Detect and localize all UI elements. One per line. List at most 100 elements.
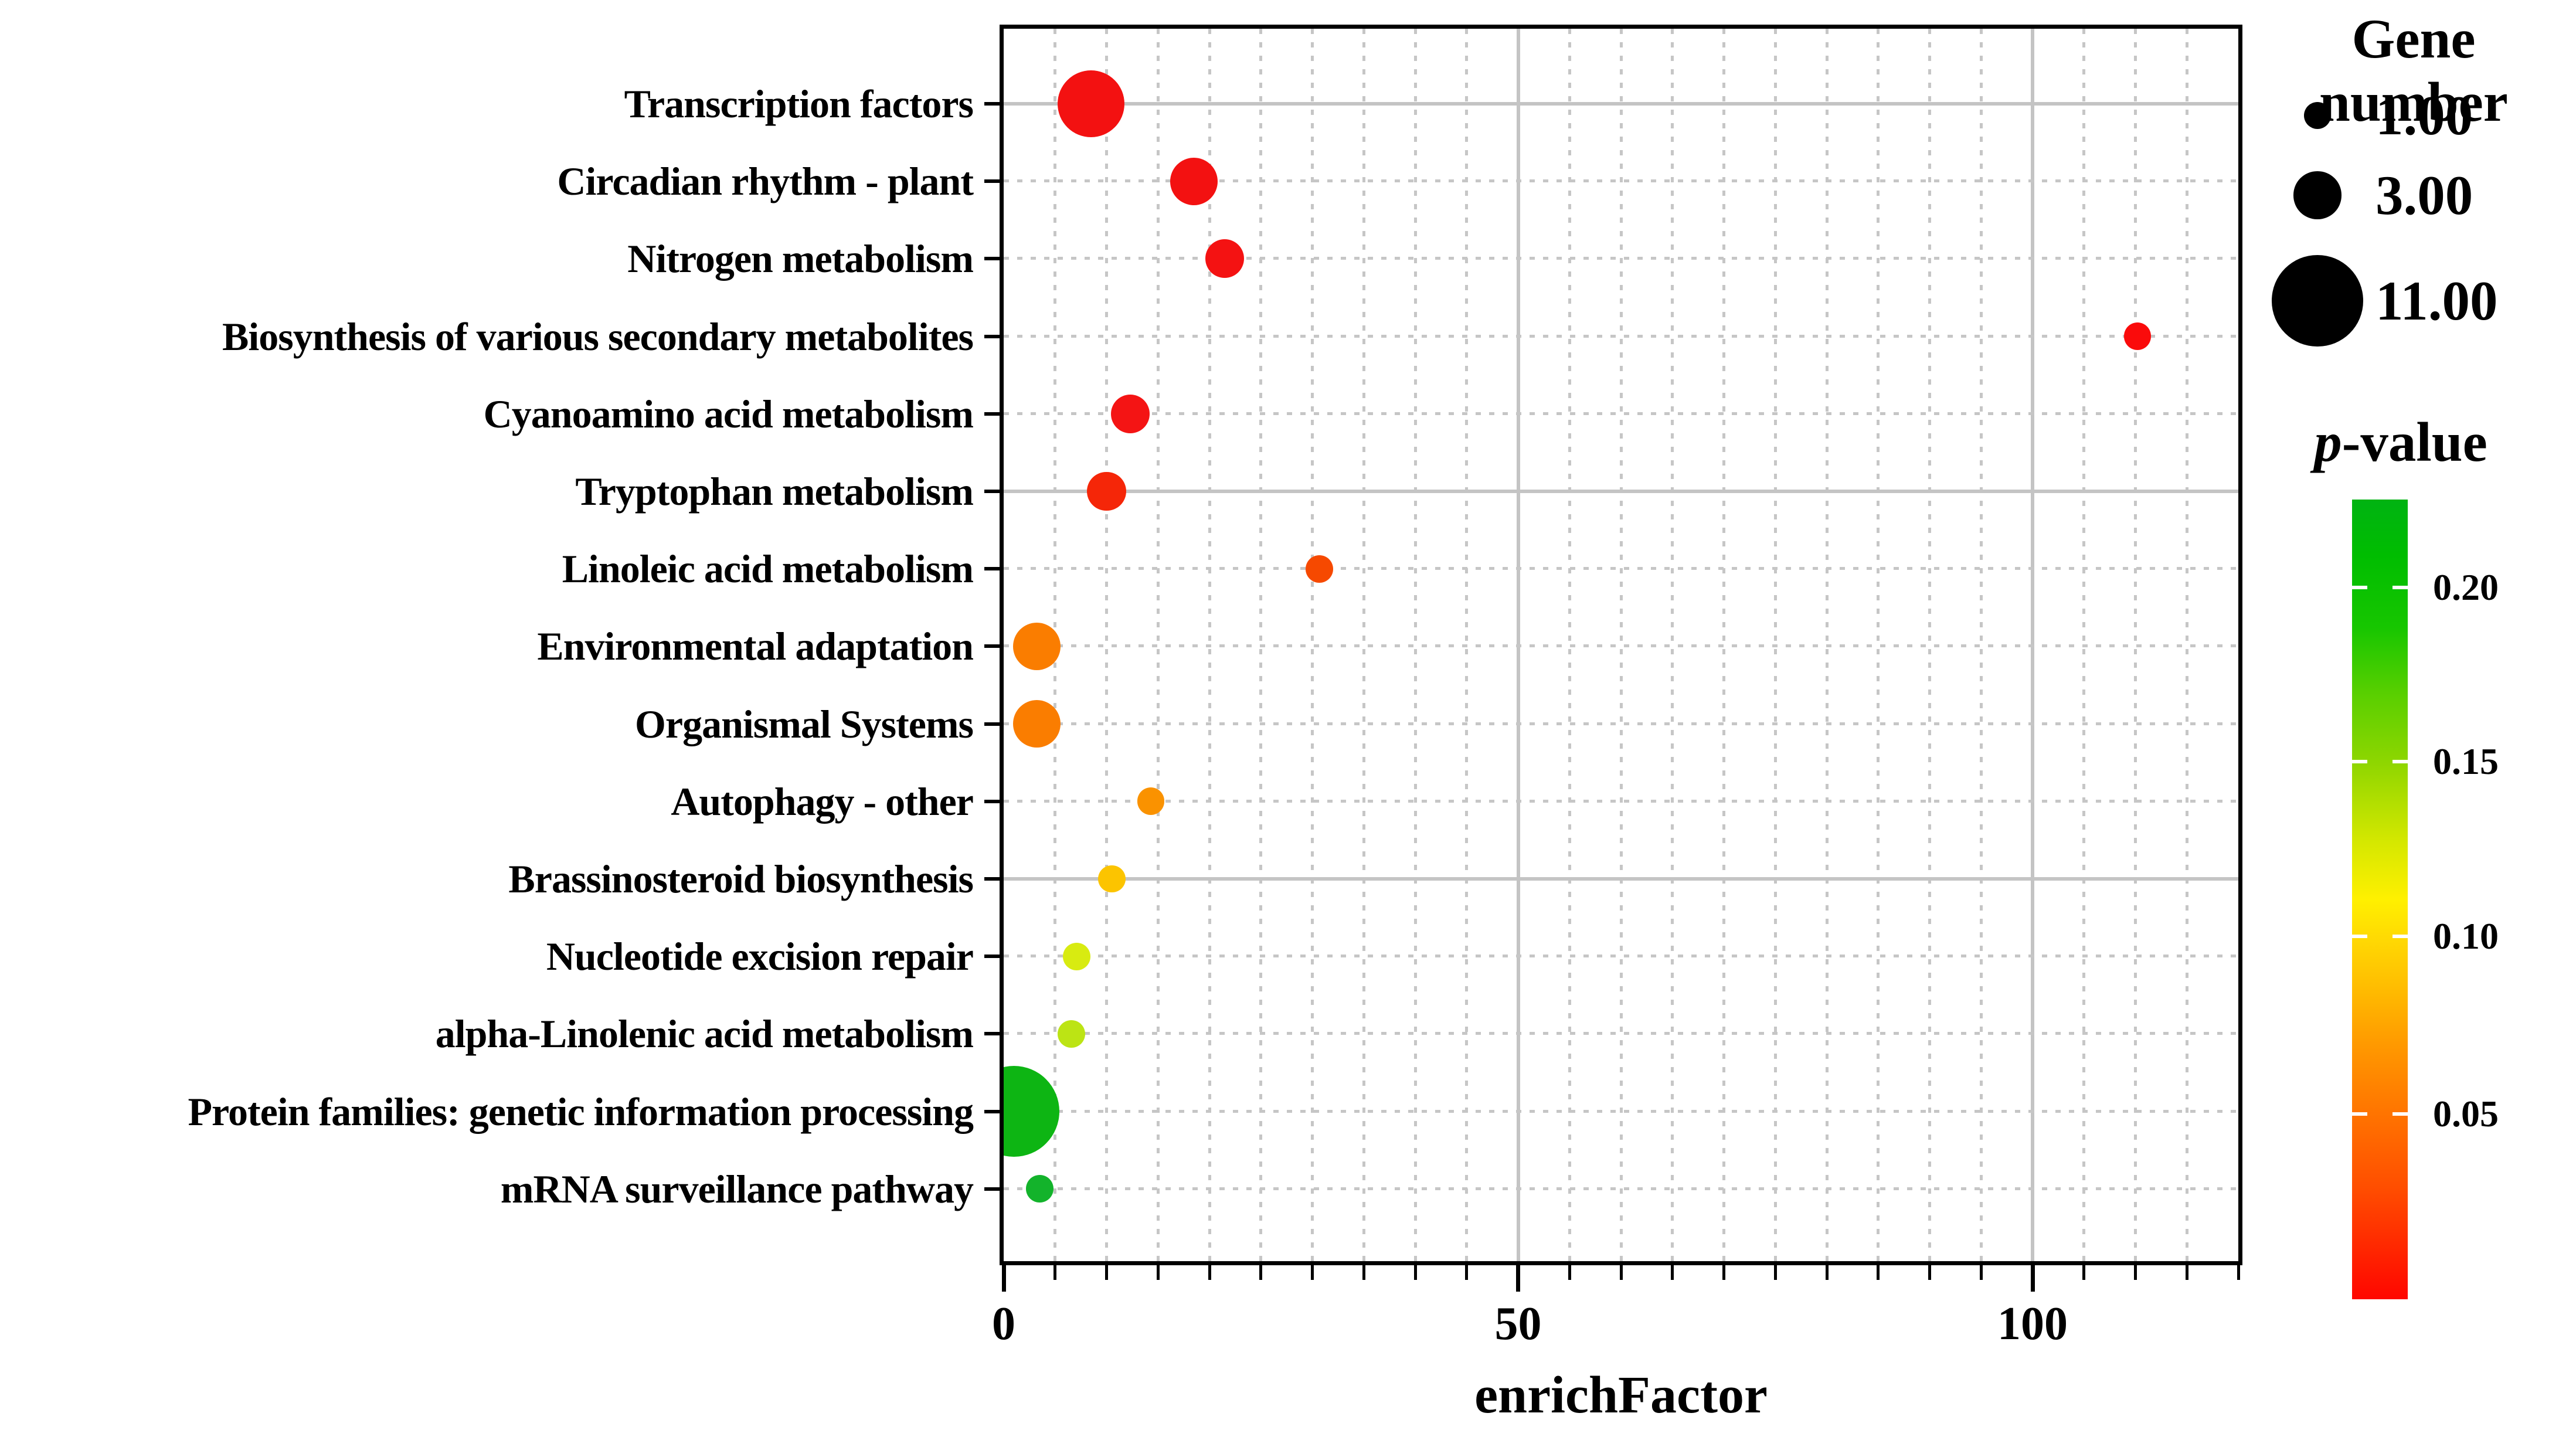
gene-number-legend-dot-1 [2303, 101, 2332, 130]
h-gridline-minor [1004, 1032, 2238, 1035]
category-label-alpha-linolenic-acid-metabolism: alpha-Linolenic acid metabolism [435, 1011, 974, 1057]
bubble-mrna-surveillance-pathway [1026, 1175, 1053, 1203]
category-label-brassinosteroid-biosynthesis: Brassinosteroid biosynthesis [508, 857, 974, 901]
y-axis-tick [984, 490, 1000, 493]
y-axis-tick [984, 334, 1000, 338]
bubble-brassinosteroid-biosynthesis [1097, 865, 1126, 893]
category-label-nitrogen-metabolism: Nitrogen metabolism [627, 236, 974, 281]
x-axis-minor-tick [1053, 1265, 1057, 1280]
colorbar-label-0.05: 0.05 [2433, 1092, 2499, 1135]
y-axis-tick [984, 412, 1000, 416]
gene-number-legend-label-1: 1.00 [2376, 84, 2473, 147]
colorbar-tick [2352, 760, 2367, 764]
y-axis-tick [984, 799, 1000, 803]
bubble-nucleotide-excision-repair [1063, 942, 1090, 970]
colorbar-tick [2352, 934, 2367, 938]
x-axis-minor-tick [1928, 1265, 1931, 1280]
y-axis-tick [984, 179, 1000, 184]
y-axis-tick [984, 644, 1000, 648]
x-axis-minor-tick [2134, 1265, 2137, 1280]
bubble-biosynthesis-of-various-secondary-metabolites [2123, 322, 2152, 350]
bubble-circadian-rhythm-plant [1170, 157, 1218, 205]
size-legend-title: Gene number [2319, 8, 2508, 133]
y-axis-tick [984, 1032, 1000, 1036]
x-axis-minor-tick [2082, 1265, 2086, 1280]
bubble-cyanoamino-acid-metabolism [1110, 394, 1150, 433]
colorbar-label-0.15: 0.15 [2433, 741, 2499, 783]
x-axis-minor-tick [1979, 1265, 1983, 1280]
x-axis-title: enrichFactor [1474, 1366, 1768, 1424]
category-label-autophagy-other: Autophagy - other [671, 779, 974, 824]
h-gridline-minor [1004, 334, 2238, 338]
x-axis-minor-tick [1105, 1265, 1108, 1280]
category-label-tryptophan-metabolism: Tryptophan metabolism [575, 469, 974, 514]
x-axis-minor-tick [2185, 1265, 2188, 1280]
y-axis-tick [984, 955, 1000, 959]
y-axis-tick [984, 102, 1000, 106]
colorbar-tick [2393, 760, 2408, 764]
category-label-nucleotide-excision-repair: Nucleotide excision repair [546, 934, 974, 979]
h-gridline-minor [1004, 567, 2238, 570]
y-axis-tick [984, 1109, 1000, 1113]
gene-number-legend-dot-11 [2272, 255, 2363, 347]
category-label-biosynthesis-of-various-secondary-metabolites: Biosynthesis of various secondary metabo… [222, 314, 974, 359]
x-axis-minor-tick [1619, 1265, 1623, 1280]
bubble-linoleic-acid-metabolism [1306, 555, 1334, 583]
gene-number-legend-label-11: 11.00 [2376, 270, 2498, 332]
colorbar-tick [2352, 1112, 2367, 1116]
x-tick-label-100: 100 [1997, 1298, 2068, 1350]
x-axis-major-tick [1516, 1265, 1520, 1292]
x-axis-minor-tick [2237, 1265, 2240, 1280]
y-axis-tick [984, 877, 1000, 881]
y-axis-tick [984, 1187, 1000, 1191]
x-tick-label-0: 0 [992, 1298, 1015, 1350]
x-axis-minor-tick [1362, 1265, 1365, 1280]
colorbar-tick [2393, 1112, 2408, 1116]
bubble-autophagy-other [1137, 787, 1165, 816]
h-gridline-minor [1004, 1187, 2238, 1190]
category-label-linoleic-acid-metabolism: Linoleic acid metabolism [562, 546, 974, 592]
x-axis-minor-tick [1568, 1265, 1571, 1280]
bubble-tryptophan-metabolism [1087, 471, 1126, 511]
x-axis-minor-tick [1413, 1265, 1417, 1280]
colorbar-tick [2352, 586, 2367, 590]
colorbar-label-0.20: 0.20 [2433, 566, 2499, 609]
h-gridline-minor [1004, 412, 2238, 415]
x-axis-minor-tick [1877, 1265, 1880, 1280]
bubble-nitrogen-metabolism [1205, 239, 1245, 278]
x-axis-minor-tick [1671, 1265, 1674, 1280]
colorbar-tick [2393, 934, 2408, 938]
category-label-transcription-factors: Transcription factors [624, 81, 974, 126]
bubble-organismal-systems [1012, 700, 1061, 748]
x-axis-major-tick [2030, 1265, 2035, 1292]
x-axis-minor-tick [1156, 1265, 1160, 1280]
category-label-mrna-surveillance-pathway: mRNA surveillance pathway [500, 1166, 974, 1211]
x-axis-major-tick [1001, 1265, 1006, 1292]
bubble-protein-families-genetic-information-processing [1004, 1065, 1060, 1157]
gene-number-legend-dot-3 [2293, 171, 2341, 219]
y-axis-tick [984, 722, 1000, 726]
x-axis-minor-tick [1311, 1265, 1314, 1280]
h-gridline-minor [1004, 799, 2238, 803]
bubble-environmental-adaptation [1012, 622, 1061, 670]
colorbar-tick [2393, 586, 2408, 590]
x-axis-minor-tick [1825, 1265, 1829, 1280]
x-axis-minor-tick [1259, 1265, 1263, 1280]
h-gridline-minor [1004, 955, 2238, 958]
h-gridline-minor [1004, 722, 2238, 725]
category-label-cyanoamino-acid-metabolism: Cyanoamino acid metabolism [483, 391, 974, 436]
category-label-circadian-rhythm-plant: Circadian rhythm - plant [557, 159, 974, 204]
category-label-organismal-systems: Organismal Systems [635, 701, 974, 746]
h-gridline-major [1004, 877, 2238, 881]
category-label-environmental-adaptation: Environmental adaptation [537, 624, 974, 669]
bubble-alpha-linolenic-acid-metabolism [1058, 1020, 1086, 1048]
y-axis-tick [984, 567, 1000, 571]
plot-area [1000, 25, 2242, 1265]
x-tick-label-50: 50 [1494, 1298, 1542, 1350]
h-gridline-minor [1004, 644, 2238, 648]
color-legend-title: p-value [2314, 411, 2487, 473]
category-label-protein-families-genetic-information-processing: Protein families: genetic information pr… [188, 1089, 974, 1134]
h-gridline-minor [1004, 257, 2238, 260]
bubble-transcription-factors [1057, 70, 1125, 138]
